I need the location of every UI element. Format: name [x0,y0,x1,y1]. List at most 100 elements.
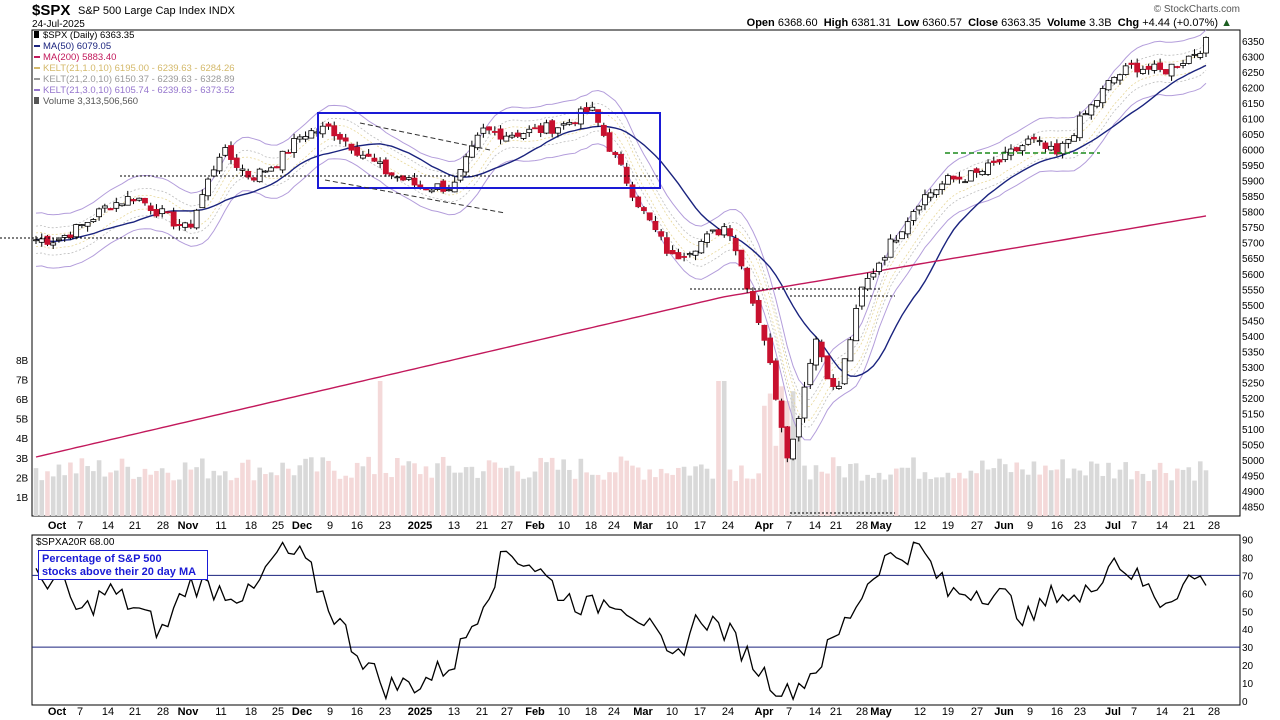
candle-body [423,188,429,191]
volume-bar [836,466,842,516]
candle-body [365,153,372,157]
candle-body [1065,139,1072,144]
volume-bar [1117,469,1123,516]
candle-body [1174,66,1181,68]
candle-body [635,196,642,208]
price-tick-label: 5150 [1242,410,1265,421]
volume-bar [154,470,159,516]
x-tick-label: 9 [1027,706,1033,718]
price-tick-label: 5200 [1242,394,1265,405]
price-tick-label: 5350 [1242,347,1265,358]
volume-bar [1157,462,1163,516]
breadth-tick-label: 10 [1242,679,1254,690]
volume-bar [85,466,90,516]
x-tick-label: 18 [245,520,257,532]
volume-bar [893,468,899,516]
volume-bar [234,477,240,516]
x-tick-label: 14 [1156,706,1168,718]
candle-body [354,146,361,156]
volume-bar [876,472,882,516]
volume-bar [997,458,1002,516]
candle-body [945,175,951,185]
candle-body [56,238,62,241]
x-tick-label: 28 [856,520,868,532]
volume-bar [245,459,251,516]
x-tick-label: 7 [77,520,83,532]
volume-bar [1186,467,1192,516]
candle-body [1185,55,1192,64]
volume-bar [377,381,383,516]
candle-body [967,170,974,182]
candle-body [187,223,194,228]
volume-bar [435,463,440,516]
volume-bar [1054,469,1060,516]
x-tick-label: 10 [666,706,678,718]
candle-body [727,228,733,237]
x-tick-label: 14 [102,706,114,718]
volume-bar [647,469,652,516]
x-tick-label: 23 [1074,706,1086,718]
breadth-tick-label: 40 [1242,625,1254,636]
x-tick-label: 12 [914,706,926,718]
candle-body [268,167,275,172]
price-tick-label: 5750 [1242,223,1265,234]
volume-bar [584,472,589,516]
index-name: S&P 500 Large Cap Index INDX [78,5,235,17]
price-tick-label: 5500 [1242,301,1265,312]
candle-body [325,123,332,127]
volume-bar [572,478,578,516]
x-tick-label: 19 [942,520,954,532]
volume-bar [595,474,601,516]
volume-bar [1111,478,1117,516]
candle-body [153,209,160,217]
candle-body [256,168,263,183]
x-tick-label: 28 [1208,706,1220,718]
volume-bar [1129,479,1134,516]
volume-bar [630,465,635,516]
breadth-tick-label: 70 [1242,571,1254,582]
candle-body [428,189,435,193]
volume-bar [848,463,853,516]
candle-body [119,203,125,207]
volume-bar [383,472,389,516]
candle-body [761,324,768,341]
volume-bar [228,480,234,516]
volume-bar [549,457,555,516]
volume-bar [469,466,475,516]
volume-bar [865,474,870,516]
volume-bar [825,473,830,516]
volume-bar [68,462,73,516]
price-tick-label: 5100 [1242,425,1265,436]
candle-body [319,125,326,135]
volume-bar [1037,474,1042,516]
trendline-upper [359,122,491,151]
volume-bar [733,480,739,516]
x-tick-label: 28 [1208,520,1220,532]
volume-bar [1169,480,1174,516]
candle-body [1071,135,1077,142]
x-tick-label: Nov [178,520,200,532]
breadth-tick-label: 60 [1242,589,1254,600]
volume-bar [1094,463,1100,516]
x-tick-label: 21 [129,706,141,718]
volume-bar [62,475,67,516]
volume-bar [200,458,205,516]
x-tick-label: 7 [1131,706,1137,718]
volume-bar [148,474,154,516]
volume-bar [1031,461,1037,516]
candle-body [721,226,728,236]
x-tick-label: Dec [292,706,312,718]
volume-bar [899,467,905,516]
volume-bar [412,463,417,516]
volume-bar [567,469,572,516]
volume-bar [1025,474,1031,516]
x-tick-label: 25 [272,706,284,718]
volume-bar [1008,472,1014,516]
x-tick-label: 18 [245,706,257,718]
volume-bar [314,471,320,516]
candle-body [67,234,74,239]
x-tick-label: 16 [1051,706,1063,718]
volume-tick-label: 5B [16,415,29,426]
volume-bar [257,467,262,516]
candle-body [474,134,481,149]
